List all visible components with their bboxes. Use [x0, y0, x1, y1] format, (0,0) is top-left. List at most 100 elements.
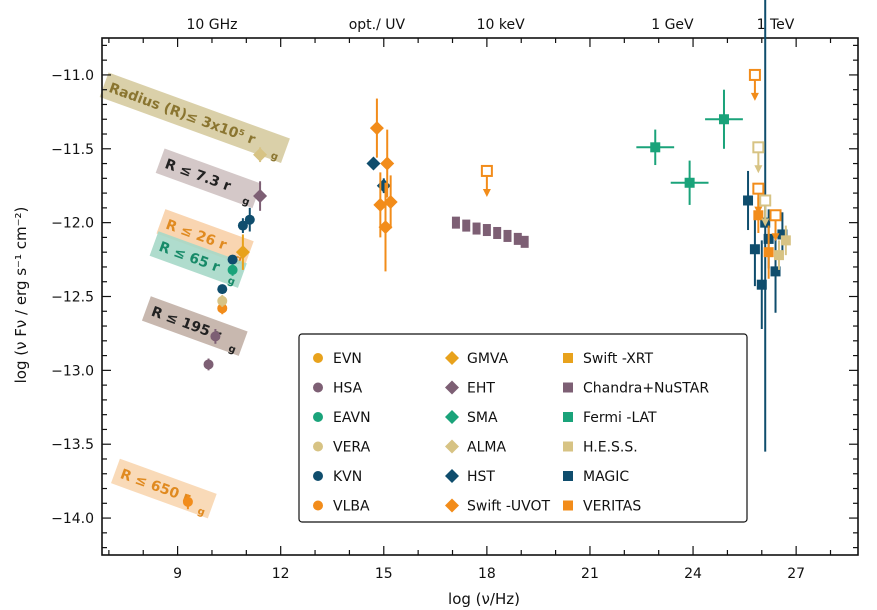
region-label-sub: g	[233, 253, 244, 266]
legend-box	[298, 333, 748, 523]
legend-label: EAVN	[333, 410, 371, 426]
data-point	[244, 214, 255, 225]
data-point	[748, 68, 761, 81]
data-point	[182, 496, 193, 507]
region-label-bg	[99, 72, 290, 163]
region-label-bg	[156, 209, 254, 266]
series	[182, 302, 228, 510]
data-point	[743, 195, 754, 206]
legend-item: Fermi -LAT	[563, 410, 657, 426]
series	[752, 141, 772, 227]
legend-marker	[313, 500, 323, 511]
data-point	[462, 219, 471, 232]
upper-limit-arrow	[750, 92, 759, 101]
data-point	[227, 264, 238, 275]
y-tick-label: −12.5	[51, 290, 94, 306]
data-point	[378, 220, 393, 235]
data-point	[237, 220, 248, 231]
legend-marker	[563, 500, 573, 511]
data-point	[210, 331, 221, 342]
legend-item: VLBA	[313, 499, 370, 515]
data-point	[451, 216, 460, 229]
data-point	[472, 222, 481, 235]
data-point	[217, 284, 228, 295]
legend-label: SMA	[467, 410, 498, 426]
series	[203, 328, 221, 371]
region-label: R ≤ 195 rg	[141, 296, 248, 356]
region-label-text: Radius (R)≤ 3x10⁵ r	[107, 80, 258, 148]
x-tick-label: 15	[375, 566, 393, 582]
region-label-sub: g	[269, 150, 280, 163]
data-point	[493, 226, 502, 239]
data-point	[749, 244, 760, 255]
legend-label: VERA	[333, 440, 371, 456]
data-point	[482, 224, 491, 237]
top-axis: 10 GHz opt./ UV 10 keV 1 GeV 1 TeV	[186, 17, 794, 33]
data-point	[752, 182, 765, 195]
region-label-sub: g	[196, 506, 207, 519]
legend-label: ALMA	[467, 440, 506, 456]
legend-item: VERITAS	[563, 499, 641, 515]
y-tick-label: −12.0	[51, 216, 94, 232]
region-label-bg	[155, 148, 262, 209]
data-point	[373, 197, 388, 212]
legend-label: Swift -XRT	[583, 351, 654, 367]
legend-marker	[563, 471, 573, 481]
legend-label: HST	[467, 469, 495, 485]
legend-marker	[445, 380, 459, 395]
upper-limit-arrow	[754, 206, 763, 215]
legend-marker	[445, 469, 459, 483]
region-label: R ≤ 650 rg	[111, 458, 217, 519]
legend-label: Chandra+NuSTAR	[583, 381, 709, 397]
legend-item: SMA	[445, 410, 498, 426]
legend-item: H.E.S.S.	[563, 440, 638, 456]
legend-label: HSA	[333, 381, 363, 397]
legend-item: KVN	[313, 469, 362, 485]
top-axis-label: 10 GHz	[186, 17, 237, 33]
legend-item: HST	[445, 469, 495, 485]
legend-marker	[563, 412, 573, 422]
legend: EVN HSA EAVN VERA KVN VLBA GMVA EHT SMA ALMA HST Sw…	[298, 333, 748, 523]
series	[217, 295, 228, 307]
data-point	[718, 114, 729, 125]
series	[253, 147, 268, 163]
legend-item: EHT	[445, 380, 495, 397]
upper-limit-arrow	[771, 233, 780, 242]
x-tick-label: 27	[787, 566, 805, 582]
legend-item: ALMA	[445, 439, 506, 456]
x-tick-label: 18	[478, 566, 496, 582]
data-point	[780, 235, 791, 246]
series	[480, 164, 493, 197]
data-point	[753, 210, 764, 221]
top-axis-label: 1 GeV	[651, 17, 694, 33]
series	[369, 98, 398, 272]
region-label: R ≤ 7.3 rg	[155, 148, 262, 209]
data-point	[217, 303, 228, 314]
data-point	[777, 229, 788, 240]
data-point	[366, 156, 381, 171]
data-point	[503, 229, 512, 242]
region-label-sub: g	[241, 196, 252, 209]
y-tick-label: −11.0	[51, 68, 94, 84]
legend-item: VERA	[313, 440, 371, 456]
legend-marker	[563, 382, 573, 393]
y-axis-title: log (ν Fν / erg s⁻¹ cm⁻²)	[12, 207, 30, 384]
data-point	[759, 194, 772, 207]
series	[217, 207, 255, 295]
region-label-sub: g	[226, 275, 237, 288]
legend-item: GMVA	[445, 351, 509, 367]
legend-label: KVN	[333, 469, 362, 485]
legend-item: MAGIC	[563, 469, 629, 485]
data-point	[513, 232, 522, 245]
data-point	[203, 359, 214, 370]
legend-label: EVN	[333, 351, 362, 367]
legend-marker	[313, 353, 323, 363]
legend-label: Swift -UVOT	[467, 499, 550, 515]
legend-marker	[563, 441, 573, 452]
data-point	[769, 209, 782, 222]
data-point	[684, 177, 695, 188]
y-tick-label: −11.5	[51, 142, 94, 158]
data-point	[235, 245, 250, 260]
y-tick-label: −13.5	[51, 437, 94, 453]
region-label-bg	[141, 296, 248, 356]
